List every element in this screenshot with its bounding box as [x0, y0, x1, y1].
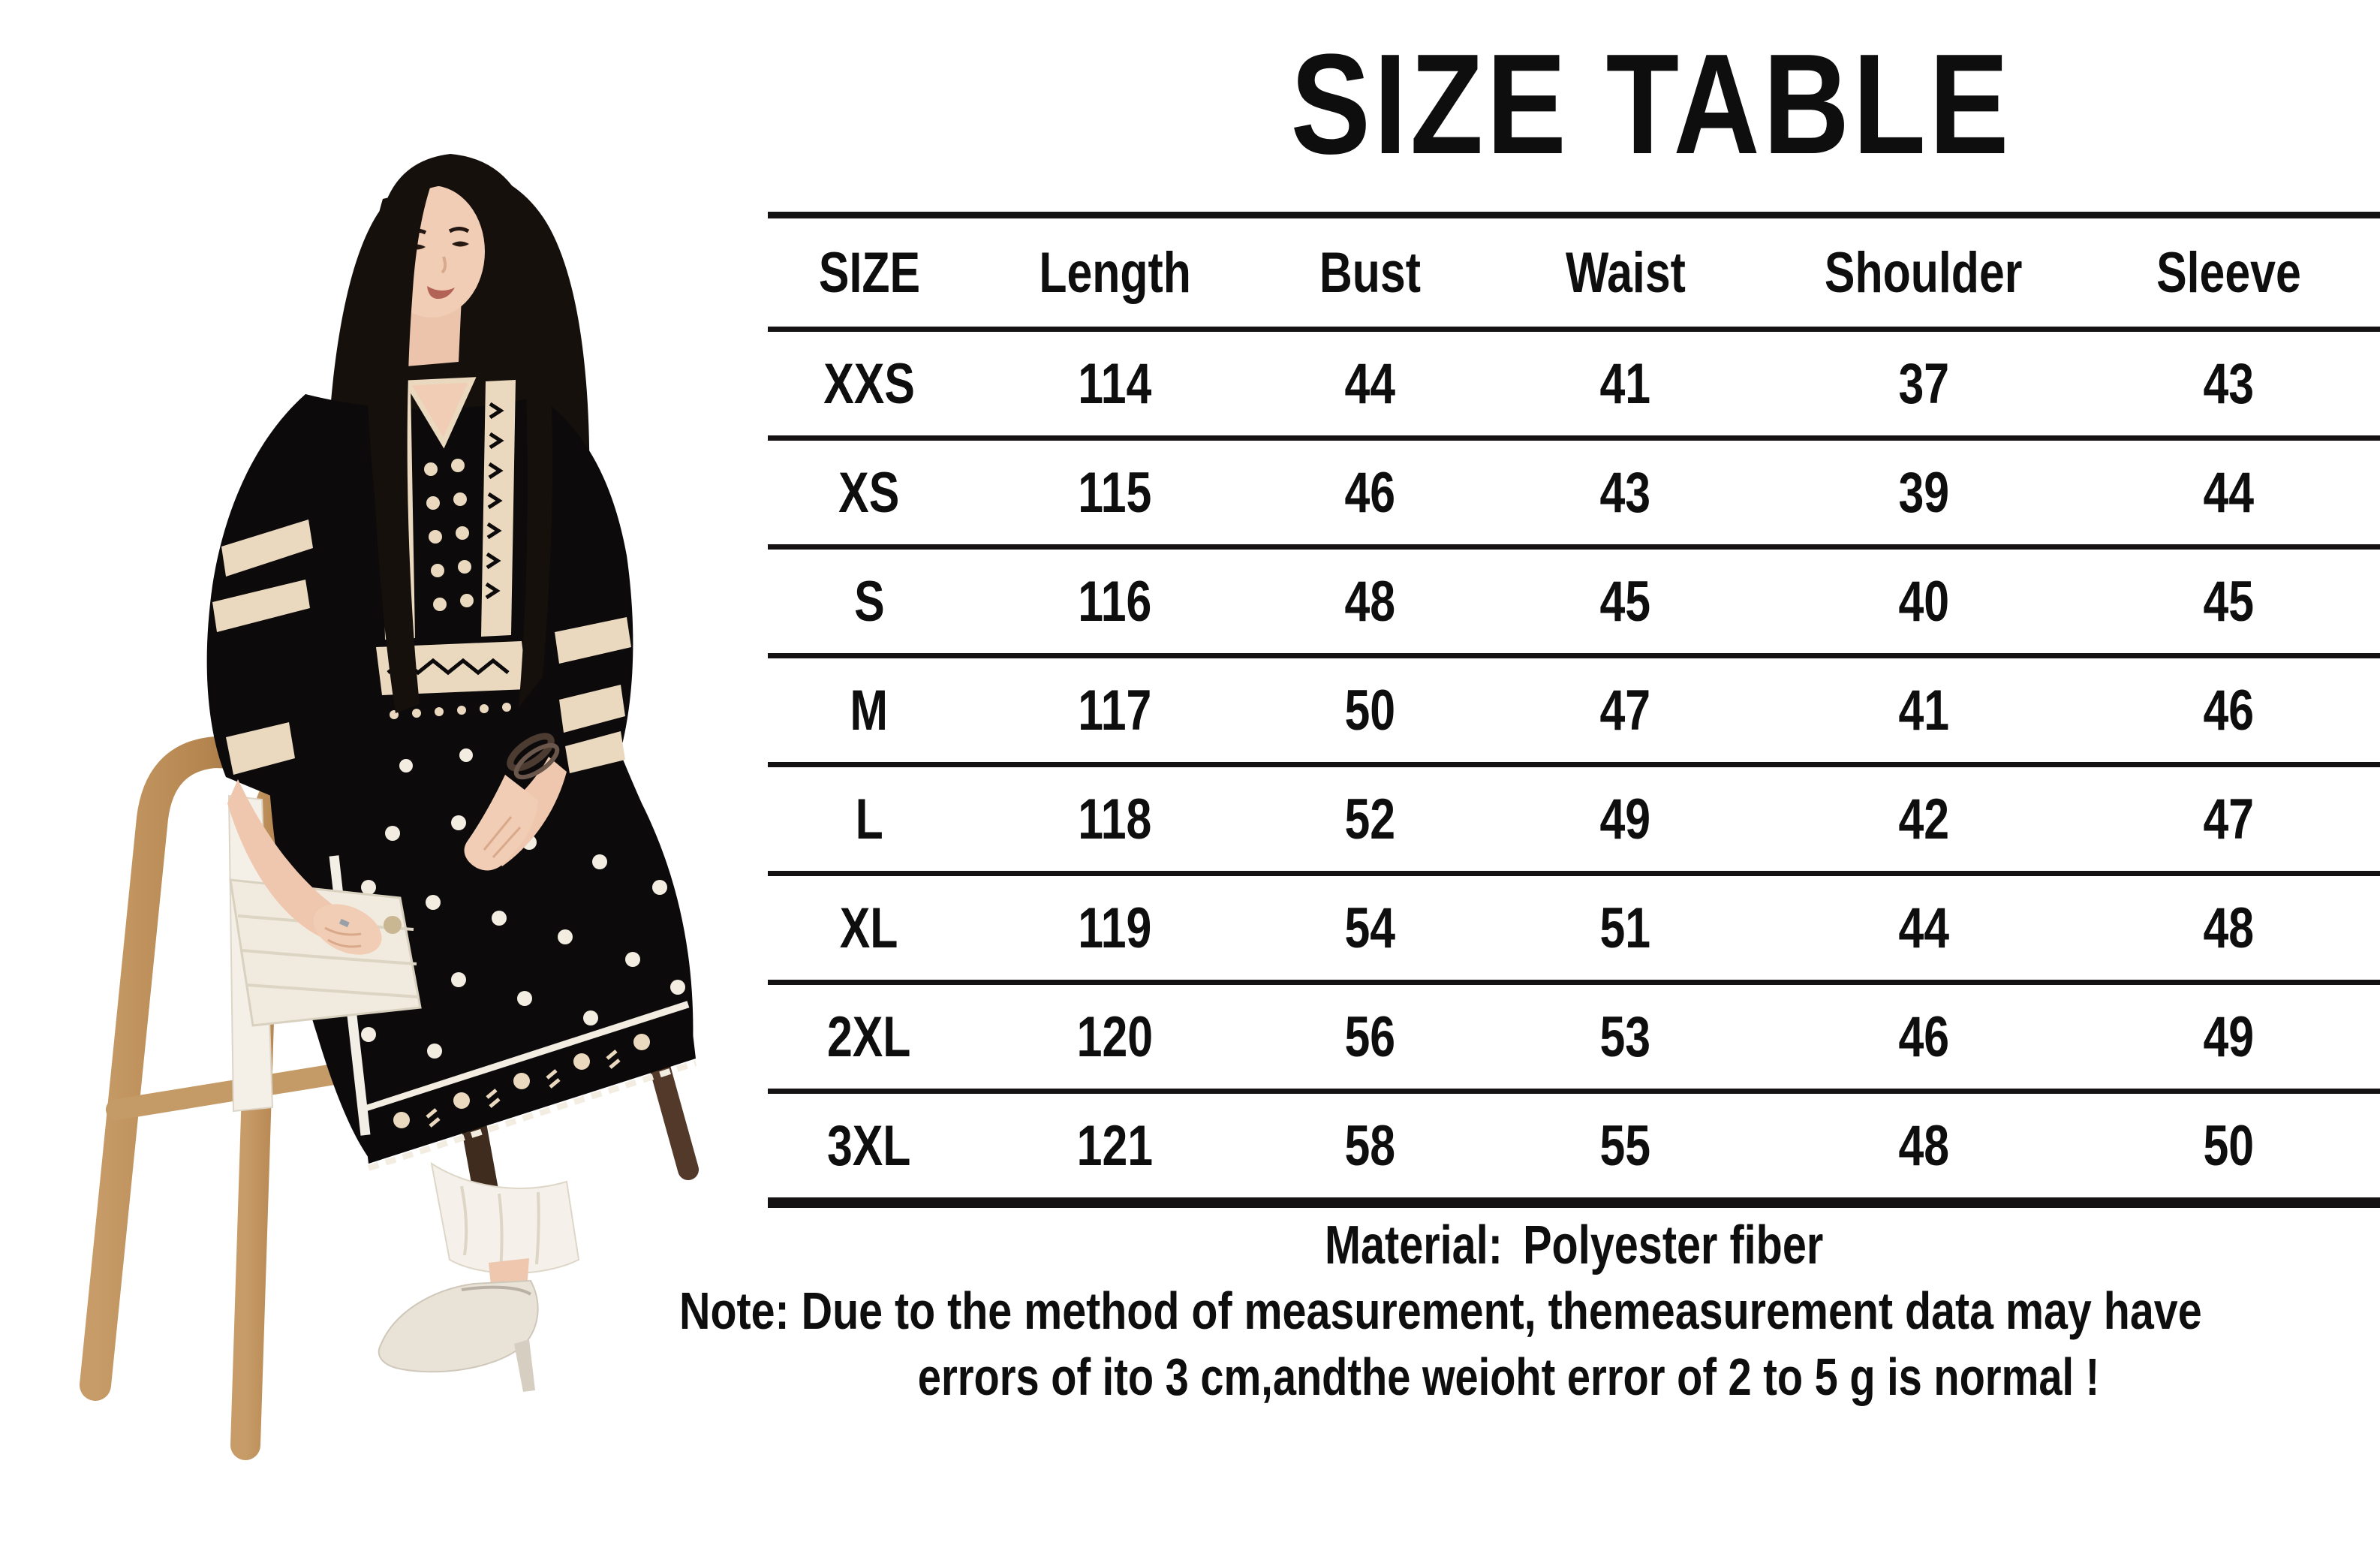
- sleeves: [206, 394, 633, 803]
- shoulder-cell: 40: [1898, 569, 1949, 634]
- heel-shoe-icon: [378, 1279, 539, 1392]
- sleeve-cell: 48: [2203, 896, 2255, 960]
- bust-cell: 56: [1344, 1004, 1396, 1069]
- waist-cell: 51: [1599, 896, 1651, 960]
- hair-front: [366, 154, 553, 713]
- shoulder-cell: 41: [1898, 678, 1949, 742]
- size-cell: XXS: [823, 351, 915, 416]
- right-hand: [464, 733, 567, 871]
- pants-creases: [460, 1185, 540, 1269]
- neckline: [402, 377, 477, 449]
- shoulder-cell: 46: [1898, 1004, 1949, 1069]
- size-cell: L: [855, 787, 883, 851]
- shoulder-cell: 39: [1898, 460, 1949, 525]
- length-cell: 117: [1078, 678, 1152, 742]
- length-cell: 120: [1076, 1004, 1154, 1069]
- shoulder-cell: 44: [1898, 896, 1949, 960]
- sleeve-cell: 46: [2203, 678, 2255, 742]
- bust-cell: 46: [1344, 460, 1396, 525]
- length-cell: 118: [1078, 787, 1152, 851]
- column-header-sleeve: Sleeve: [2156, 240, 2301, 305]
- size-cell: 3XL: [827, 1113, 911, 1178]
- table-row-2xl: 2XL 120 56 53 46 49: [768, 985, 2380, 1094]
- clutch-bag-icon: [229, 878, 422, 1027]
- table-row-m: M 117 50 47 41 46: [768, 658, 2380, 767]
- bust-cell: 50: [1344, 678, 1396, 742]
- waist-cell: 47: [1599, 678, 1651, 742]
- left-hand: [227, 779, 382, 955]
- waist-cell: 41: [1599, 351, 1651, 416]
- table-row-xxs: XXS 114 44 41 37 43: [768, 332, 2380, 441]
- size-cell: XL: [840, 896, 898, 960]
- size-cell: S: [853, 569, 885, 634]
- sleeve-cell: 49: [2203, 1004, 2255, 1069]
- column-header-size: SIZE: [818, 240, 920, 305]
- material-value: Polyester fiber: [1522, 1215, 1824, 1275]
- hem-border: [363, 1001, 697, 1171]
- column-header-waist: Waist: [1565, 240, 1686, 305]
- size-table: SIZE Length Bust Waist Shoulder Sleeve X…: [768, 212, 2380, 1208]
- sleeve-cell: 45: [2203, 569, 2255, 634]
- sleeve-cell: 47: [2203, 787, 2255, 851]
- size-cell: 2XL: [827, 1004, 911, 1069]
- waist-cell: 43: [1599, 460, 1651, 525]
- waist-cell: 53: [1599, 1004, 1651, 1069]
- length-cell: 116: [1078, 569, 1152, 634]
- sleeve-cell: 50: [2203, 1113, 2255, 1178]
- material-label: Material:: [1324, 1215, 1503, 1275]
- bust-cell: 54: [1344, 896, 1396, 960]
- bust-cell: 48: [1344, 569, 1396, 634]
- table-row-l: L 118 52 49 42 47: [768, 767, 2380, 876]
- length-cell: 115: [1078, 460, 1152, 525]
- size-table-header-row: SIZE Length Bust Waist Shoulder Sleeve: [768, 218, 2380, 332]
- sleeve-cell: 44: [2203, 460, 2255, 525]
- shoulder-cell: 48: [1898, 1113, 1949, 1178]
- table-row-3xl: 3XL 121 58 55 48 50: [768, 1094, 2380, 1208]
- bust-cell: 58: [1344, 1113, 1396, 1178]
- column-header-bust: Bust: [1319, 240, 1422, 305]
- note-line-2: errors of ito 3 cm,andthe weioht error o…: [918, 1348, 2100, 1406]
- waist-cell: 45: [1599, 569, 1651, 634]
- model-photo: [41, 60, 792, 1501]
- shoulder-cell: 37: [1898, 351, 1949, 416]
- column-header-shoulder: Shoulder: [1825, 240, 2023, 305]
- table-row-xs: XS 115 46 43 39 44: [768, 441, 2380, 550]
- table-row-s: S 116 48 45 40 45: [768, 550, 2380, 658]
- table-row-xl: XL 119 54 51 44 48: [768, 876, 2380, 985]
- shoulder-cell: 42: [1898, 787, 1949, 851]
- length-cell: 114: [1078, 351, 1152, 416]
- sleeve-cell: 43: [2203, 351, 2255, 416]
- pants: [430, 1161, 580, 1274]
- note-line-1: Note: Due to the method of measurement, …: [679, 1281, 2202, 1340]
- page-title: SIZE TABLE: [1290, 25, 2012, 184]
- waist-cell: 55: [1599, 1113, 1651, 1178]
- length-cell: 119: [1078, 896, 1152, 960]
- model-photo-illustration: [80, 154, 699, 1460]
- column-header-length: Length: [1039, 240, 1191, 305]
- material-line: Material: Polyester fiber: [768, 1215, 2380, 1276]
- length-cell: 121: [1076, 1113, 1154, 1178]
- bust-cell: 52: [1344, 787, 1396, 851]
- bust-cell: 44: [1344, 351, 1396, 416]
- waist-cell: 49: [1599, 787, 1651, 851]
- size-cell: XS: [838, 460, 900, 525]
- size-cell: M: [850, 678, 889, 742]
